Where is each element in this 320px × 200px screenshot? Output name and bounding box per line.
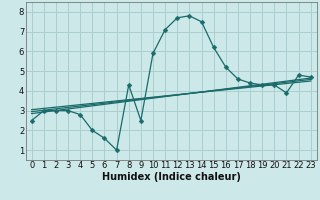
X-axis label: Humidex (Indice chaleur): Humidex (Indice chaleur) xyxy=(102,172,241,182)
